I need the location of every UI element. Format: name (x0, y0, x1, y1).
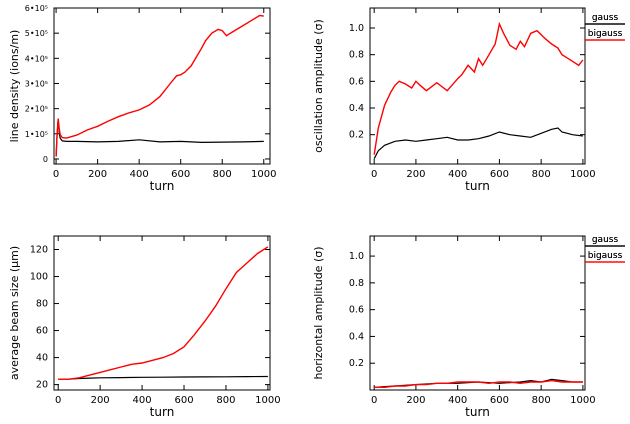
x-axis-label: turn (150, 405, 175, 419)
x-axis-label: turn (465, 405, 490, 419)
y-tick-label: 120 (30, 245, 48, 256)
y-tick-label: 100 (30, 272, 48, 283)
y-tick-label: 5•10⁵ (25, 29, 48, 38)
x-axis-label: turn (465, 179, 490, 193)
y-tick-label: 60 (36, 326, 48, 337)
x-tick-label: 1000 (570, 395, 595, 406)
y-axis-label: horizontal amplitude (σ) (312, 247, 325, 380)
y-tick-label: 0.4 (349, 331, 364, 342)
legend-label-gauss: gauss (592, 235, 619, 245)
x-axis-label: turn (150, 179, 175, 193)
x-tick-label: 400 (448, 395, 467, 406)
y-tick-label: 1.0 (349, 251, 364, 262)
chart-panel-3: 0 200 400 600 800 1000 20 40 60 80 100 120 turn avera… (8, 235, 625, 419)
x-tick-label: 0 (55, 395, 61, 406)
legend-label-gauss: gauss (592, 13, 619, 23)
series-line-bigauss (58, 246, 269, 380)
y-tick-label: 1•10⁵ (25, 130, 48, 139)
y-tick-label: 6•10⁵ (25, 4, 48, 13)
y-tick-label: 0.8 (349, 278, 364, 289)
x-tick-label: 800 (213, 169, 232, 180)
y-tick-label: 20 (36, 380, 48, 391)
x-tick-label: 400 (448, 169, 467, 180)
y-tick-label: 80 (36, 299, 48, 310)
x-tick-label: 0 (371, 395, 377, 406)
x-tick-label: 600 (490, 395, 509, 406)
y-tick-label: 0.6 (349, 76, 364, 87)
y-tick-label: 2•10⁵ (25, 105, 48, 114)
x-tick-label: 0 (371, 169, 377, 180)
chart-panel-2: 0 200 400 600 800 1000 0.2 0.4 0.6 0.8 1.0 turn osci… (312, 7, 625, 193)
series-line-bigauss (374, 379, 583, 388)
y-tick-label: 1.0 (349, 23, 364, 34)
x-tick-label: 800 (532, 395, 551, 406)
legend-label-gauss: gauss (592, 13, 619, 23)
plot-frame (369, 235, 586, 391)
plot-frame (369, 7, 586, 165)
series-line-gauss (58, 375, 268, 380)
x-tick-label: 600 (174, 395, 193, 406)
legend-label-bigauss: bigauss (588, 251, 623, 261)
x-tick-label: 600 (171, 169, 190, 180)
chart-panel-4: 0 200 400 600 800 1000 0.2 0.4 0.6 0.8 1.0 turn hori… (312, 235, 625, 419)
plot-frame (53, 7, 271, 165)
x-tick-label: 400 (130, 169, 149, 180)
y-tick-label: 3•10⁵ (25, 79, 48, 88)
x-tick-label: 200 (91, 395, 110, 406)
series-line-gauss (55, 118, 264, 157)
y-tick-label: 0.6 (349, 305, 364, 316)
x-tick-label: 400 (133, 395, 152, 406)
series-line-gauss (373, 127, 583, 159)
y-tick-label: 0.4 (349, 103, 364, 114)
y-tick-label: 40 (36, 353, 48, 364)
x-tick-label: 800 (216, 395, 235, 406)
y-axis-label: average beam size (μm) (8, 246, 21, 380)
x-tick-label: 200 (406, 169, 425, 180)
legend-label-bigauss: bigauss (588, 29, 623, 39)
y-axis-label: oscillation amplitude (σ) (312, 19, 325, 153)
x-tick-label: 200 (406, 395, 425, 406)
legend-label-bigauss: bigauss (588, 251, 623, 261)
y-tick-label: 0.8 (349, 50, 364, 61)
x-tick-label: 1000 (251, 169, 276, 180)
y-tick-label: 0.2 (349, 358, 364, 369)
x-tick-label: 800 (532, 169, 551, 180)
legend-label-bigauss: bigauss (588, 29, 623, 39)
x-tick-label: 1000 (255, 395, 280, 406)
x-tick-label: 0 (53, 169, 59, 180)
x-tick-label: 1000 (570, 169, 595, 180)
series-line-bigauss (55, 14, 264, 157)
plot-frame (53, 235, 271, 391)
y-axis-label: line density (ions/m) (8, 30, 21, 143)
legend-label-gauss: gauss (592, 235, 619, 245)
x-tick-label: 200 (88, 169, 107, 180)
y-tick-label: 0 (43, 155, 48, 164)
y-tick-label: 4•10⁵ (25, 54, 48, 63)
x-tick-label: 600 (490, 169, 509, 180)
y-tick-label: 0.2 (349, 130, 364, 141)
series-line-bigauss (373, 21, 584, 155)
